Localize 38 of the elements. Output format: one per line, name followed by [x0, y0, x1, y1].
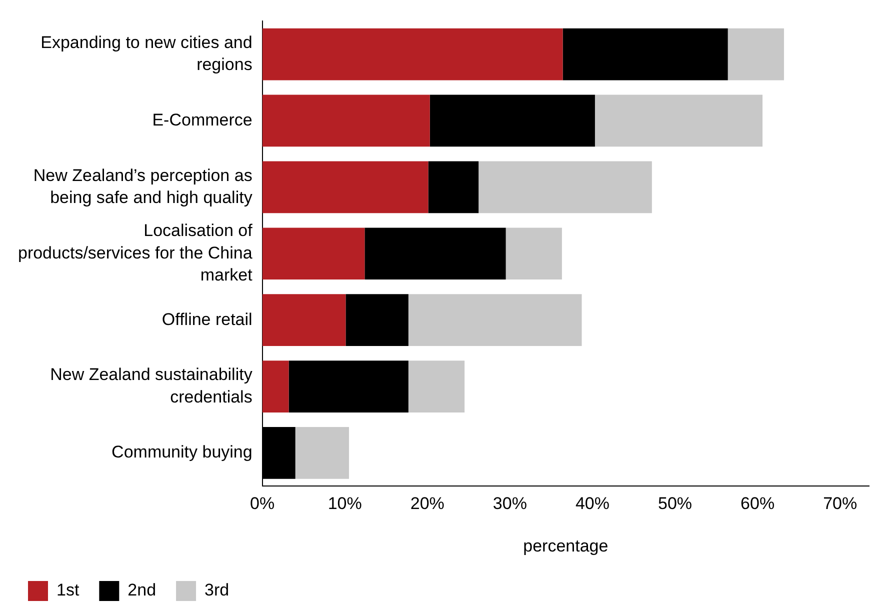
y-tick-label: New Zealand sustainability credentials	[50, 365, 253, 406]
bar	[262, 228, 365, 280]
bar	[408, 360, 465, 412]
bar	[594, 94, 763, 147]
bar	[408, 294, 582, 346]
bar	[430, 94, 595, 147]
x-tick-label: 60%	[740, 494, 775, 514]
y-tick-label: New Zealand’s perception as being safe and high quality	[33, 166, 253, 207]
bar	[728, 28, 784, 80]
x-tick-label: 50%	[658, 494, 692, 514]
y-tick-label: Localisation of products/services for the China market	[18, 221, 253, 284]
legend-label: 1st	[56, 580, 80, 600]
bar	[295, 427, 349, 479]
x-tick-label: 70%	[823, 494, 858, 514]
bar	[262, 94, 430, 147]
x-axis-title: percentage	[523, 536, 608, 556]
y-tick-label: E-Commerce	[152, 110, 252, 130]
bar	[364, 228, 506, 280]
x-tick-label: 0%	[250, 494, 275, 514]
bar	[262, 28, 563, 80]
bar	[562, 28, 728, 80]
y-tick-label: Community buying	[112, 442, 252, 462]
bar	[262, 161, 428, 214]
legend-label: 2nd	[128, 580, 156, 600]
y-tick-label: Offline retail	[162, 310, 252, 329]
bar	[478, 161, 652, 214]
bar	[262, 360, 289, 412]
y-tick-label: Expanding to new cities and regions	[40, 32, 252, 74]
bar	[428, 161, 479, 214]
bar	[262, 294, 346, 346]
x-tick-label: 20%	[410, 494, 444, 514]
bar	[288, 360, 408, 412]
x-tick-label: 30%	[492, 494, 527, 514]
bar	[346, 294, 408, 346]
legend-label: 3rd	[204, 580, 230, 600]
bar	[506, 228, 562, 280]
x-tick-label: 10%	[328, 494, 362, 514]
x-tick-label: 40%	[575, 494, 610, 514]
